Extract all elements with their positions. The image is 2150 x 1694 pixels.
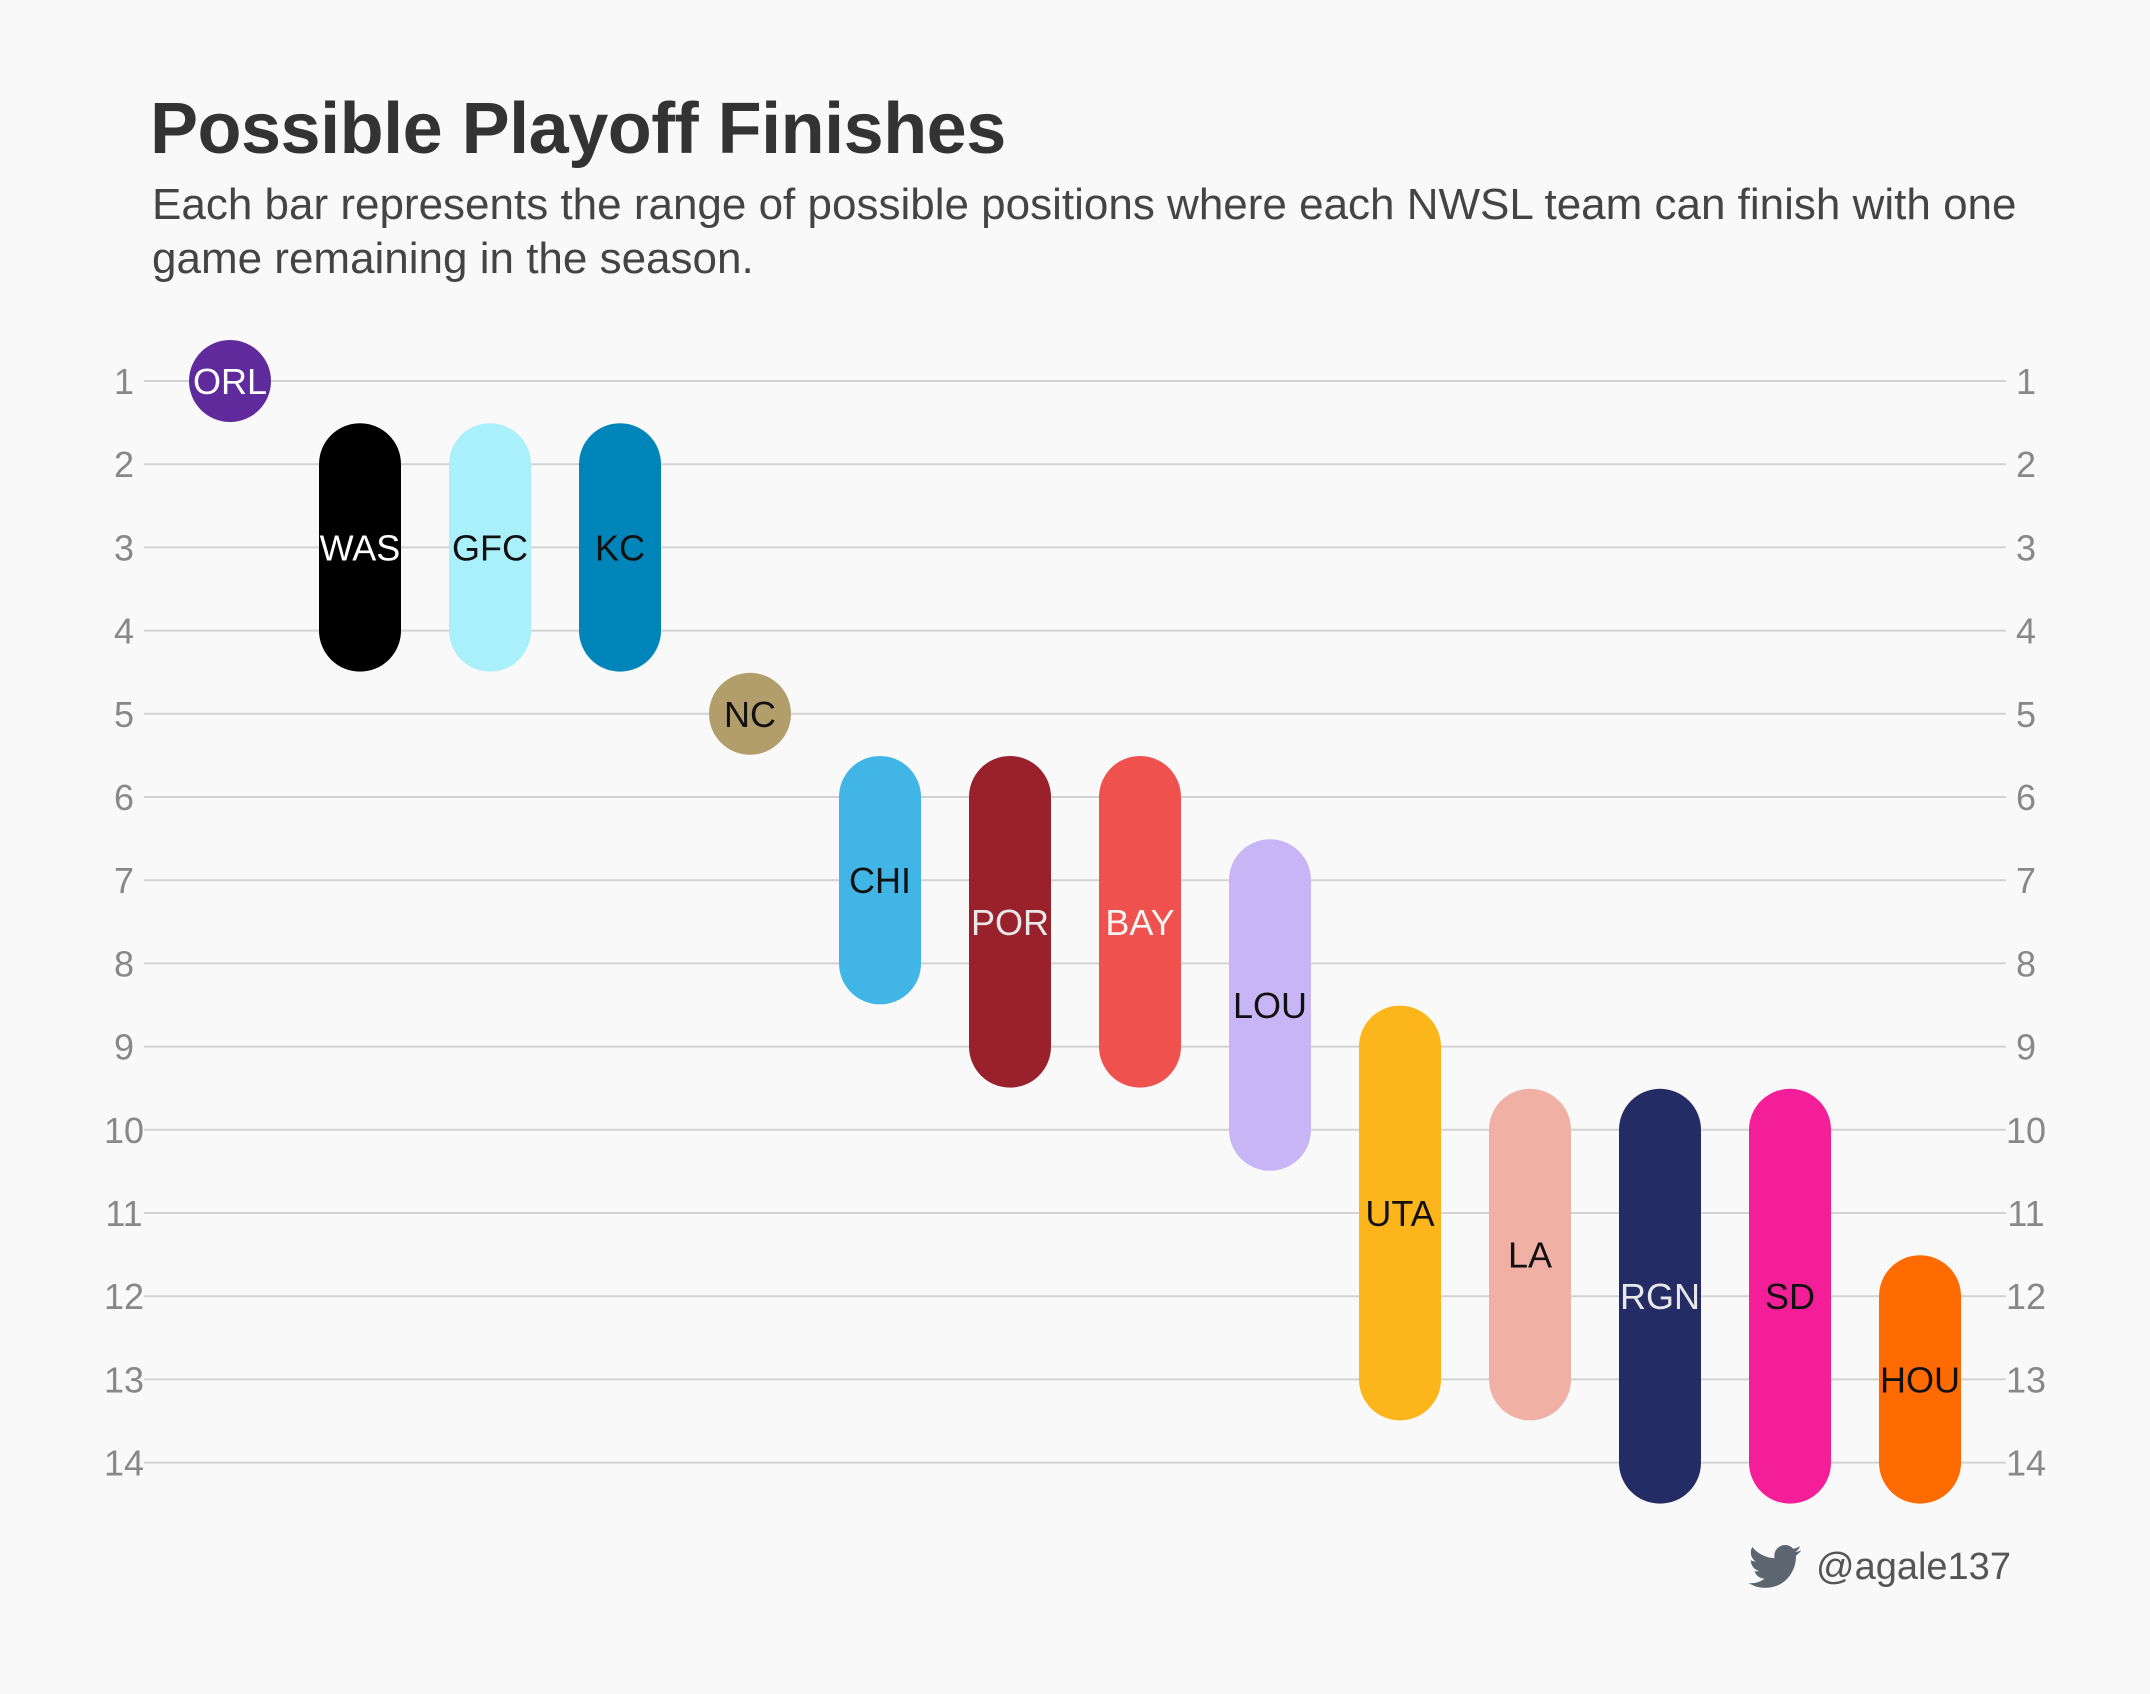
chart-subtitle: Each bar represents the range of possibl… [152,180,2017,283]
range-bar-gfc [449,423,531,672]
y-tick-label-left: 12 [104,1276,144,1317]
y-tick-label-left: 8 [114,943,134,984]
team-label-hou: HOU [1880,1359,1960,1400]
y-tick-label-left: 4 [114,611,134,652]
y-tick-label-right: 14 [2006,1443,2046,1484]
y-tick-label-left: 1 [114,361,134,402]
y-tick-label-right: 9 [2016,1027,2036,1068]
y-tick-label-right: 5 [2016,694,2036,735]
team-label-nc: NC [724,694,776,735]
y-tick-label-right: 10 [2006,1110,2046,1151]
twitter-bird-icon [1748,1545,1802,1588]
y-tick-label-right: 7 [2016,860,2036,901]
range-bar-hou [1879,1255,1961,1504]
team-label-bay: BAY [1105,902,1174,943]
team-label-rgn: RGN [1620,1276,1700,1317]
range-bar-la [1489,1088,1571,1421]
y-tick-label-left: 9 [114,1027,134,1068]
range-bar-rgn [1619,1088,1701,1504]
team-label-kc: KC [595,527,645,568]
y-tick-label-left: 13 [104,1359,144,1400]
team-label-gfc: GFC [452,527,528,568]
range-bar-nc [709,672,791,755]
range-bar-was [319,423,401,672]
y-tick-label-left: 2 [114,444,134,485]
range-bar-sd [1749,1088,1831,1504]
y-tick-label-right: 12 [2006,1276,2046,1317]
range-bar-kc [579,423,661,672]
y-tick-label-right: 6 [2016,777,2036,818]
range-bar-bay [1099,756,1181,1088]
team-label-sd: SD [1765,1276,1815,1317]
y-tick-label-right: 8 [2016,943,2036,984]
y-tick-label-right: 11 [2007,1193,2044,1234]
y-tick-label-left: 6 [114,777,134,818]
y-tick-label-left: 11 [105,1193,142,1234]
team-label-la: LA [1508,1235,1552,1276]
range-bar-por [969,756,1051,1088]
range-bar-lou [1229,839,1311,1171]
y-tick-label-right: 13 [2006,1359,2046,1400]
y-tick-label-left: 3 [114,527,134,568]
team-label-lou: LOU [1233,985,1307,1026]
range-bar-uta [1359,1005,1441,1421]
team-label-uta: UTA [1365,1193,1434,1234]
y-tick-label-left: 5 [114,694,134,735]
y-tick-label-left: 7 [114,860,134,901]
y-tick-label-left: 14 [104,1443,144,1484]
team-label-was: WAS [320,527,401,568]
chart-title: Possible Playoff Finishes [150,89,1006,169]
team-label-chi: CHI [849,860,911,901]
range-bar-chi [839,756,921,1005]
team-label-por: POR [971,902,1049,943]
author-credit: @agale137 [1748,1545,2011,1589]
y-tick-label-left: 10 [104,1110,144,1151]
y-tick-label-right: 2 [2016,444,2036,485]
y-tick-label-right: 3 [2016,527,2036,568]
y-tick-label-right: 4 [2016,611,2036,652]
author-handle: @agale137 [1816,1545,2011,1588]
y-tick-label-right: 1 [2016,361,2036,402]
range-bar-orl [189,340,271,422]
team-label-orl: ORL [193,361,267,402]
